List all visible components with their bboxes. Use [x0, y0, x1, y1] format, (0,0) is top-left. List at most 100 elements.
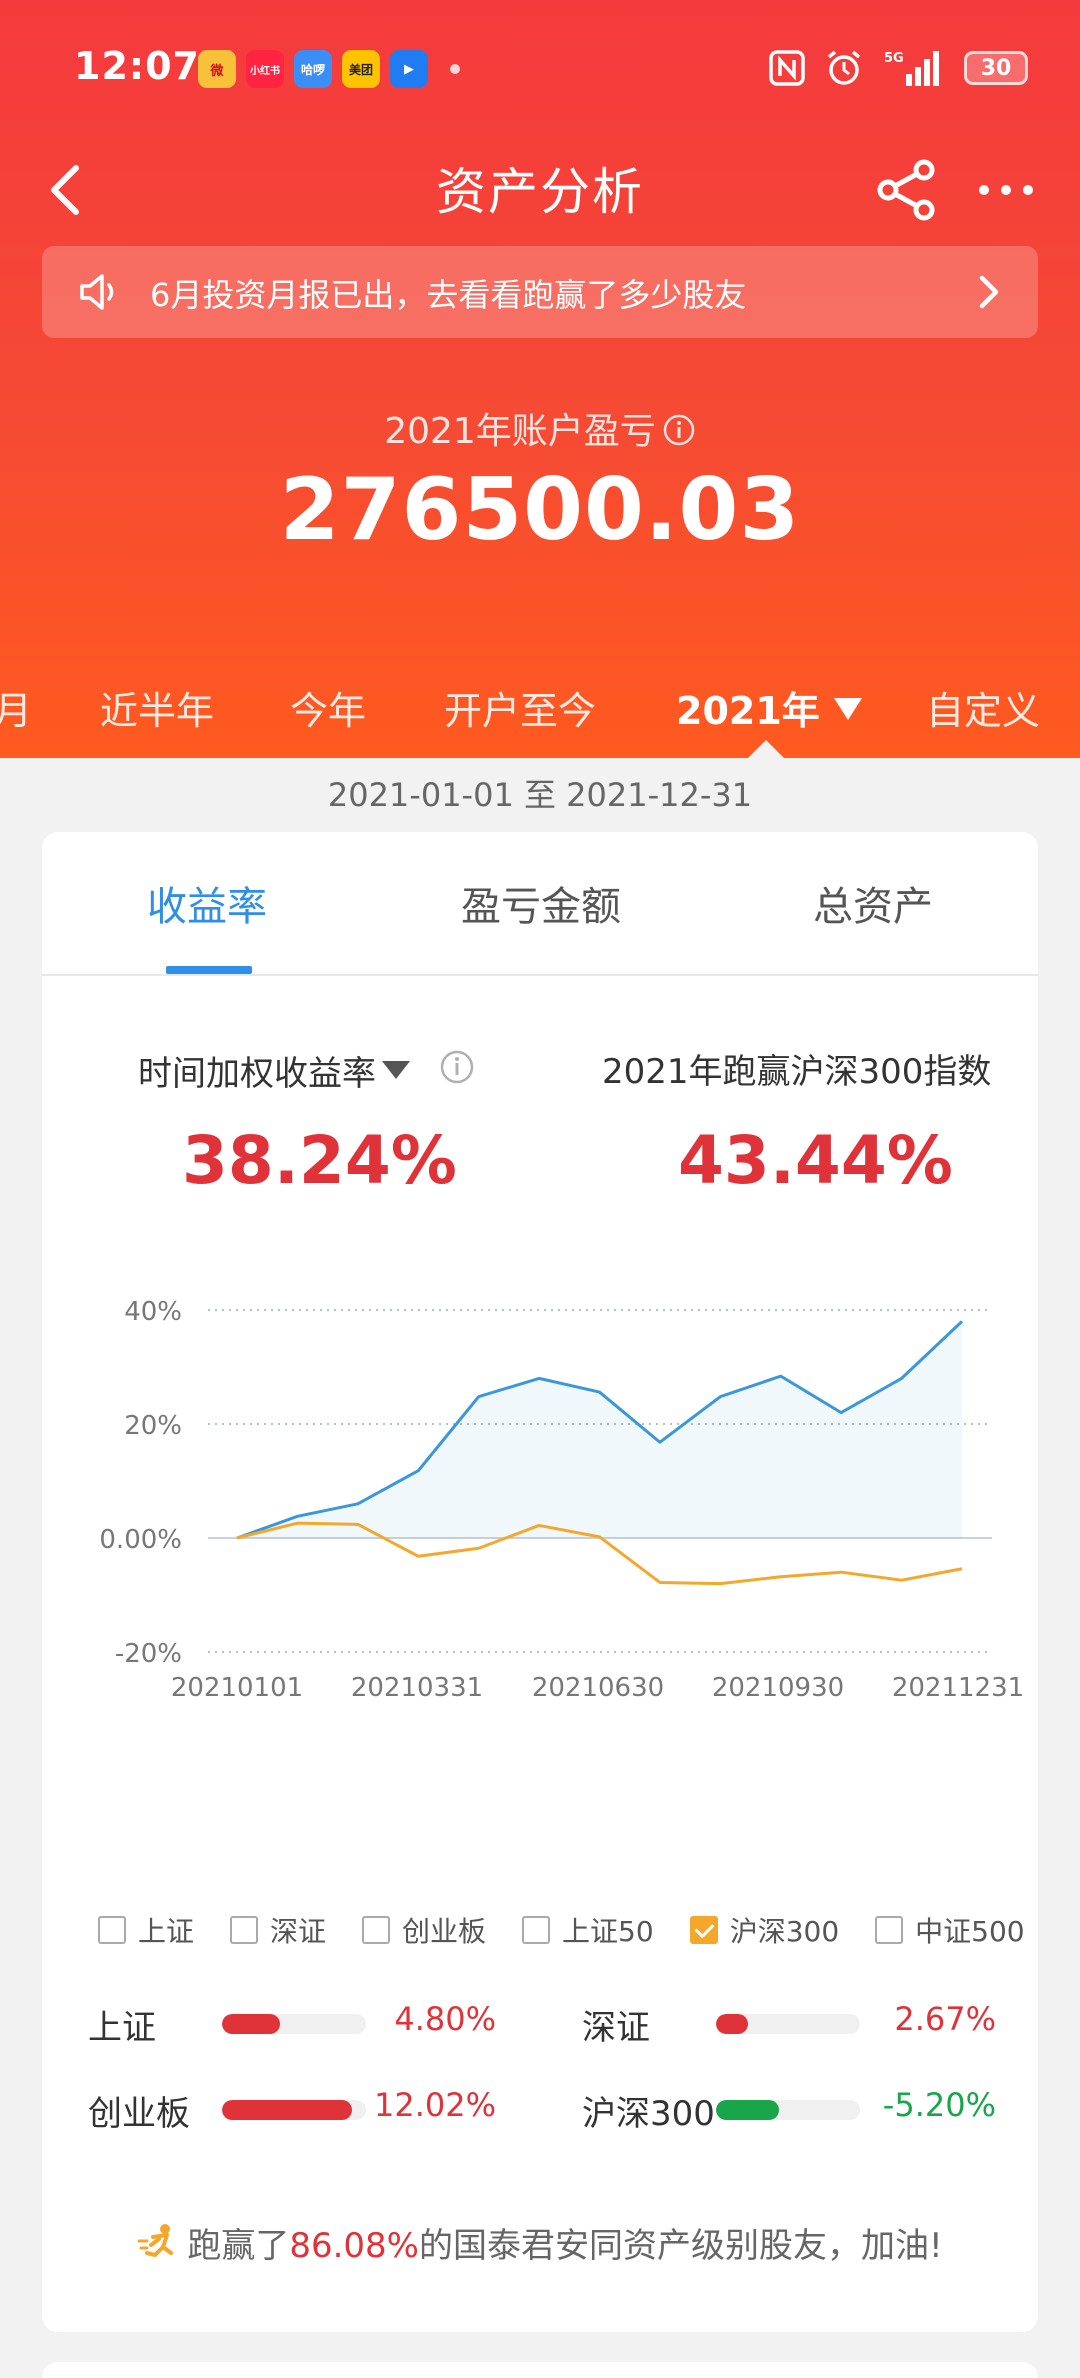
hello-app-icon: 哈啰	[294, 50, 332, 88]
index-value: 12.02%	[373, 2086, 496, 2124]
ranking-percent: 86.08%	[289, 2226, 419, 2266]
info-icon[interactable]	[438, 1048, 476, 1086]
y-tick-label: 40%	[124, 1297, 182, 1327]
banner-text: 6月投资月报已出，去看看跑赢了多少股友	[150, 276, 747, 314]
status-right: 5G 30	[768, 48, 1028, 88]
more-notifications-dot	[450, 64, 460, 74]
index-bar	[222, 2100, 366, 2120]
legend-item[interactable]: 创业板	[362, 1910, 486, 1950]
more-icon[interactable]	[970, 154, 1042, 226]
metric-tabs: 收益率 盈亏金额 总资产	[42, 832, 1038, 976]
period-tabs: 月 近半年 今年 开户至今 2021年 自定义	[0, 672, 1080, 742]
tab-month[interactable]: 月	[0, 689, 33, 733]
index-bar	[716, 2014, 860, 2034]
tab-this-year[interactable]: 今年	[290, 689, 367, 733]
battery-indicator: 30	[964, 51, 1028, 85]
share-icon[interactable]	[870, 154, 942, 226]
index-row-shanghai: 上证 4.80%	[88, 1992, 496, 2052]
index-name: 沪深300	[582, 2094, 715, 2134]
x-tick-label: 20210101	[171, 1673, 303, 1703]
beat-index-label: 2021年跑赢沪深300指数	[602, 1052, 992, 1092]
alarm-icon	[827, 50, 861, 85]
caret-down-icon	[833, 698, 862, 720]
x-tick-label: 20210331	[351, 1673, 483, 1703]
series-area-fill	[237, 1321, 962, 1538]
index-row-csi300: 沪深300 -5.20%	[582, 2078, 996, 2138]
tab-since-opening[interactable]: 开户至今	[444, 689, 597, 733]
index-bar-fill	[222, 2014, 280, 2034]
checkbox-icon[interactable]	[522, 1916, 551, 1944]
tab-profit-amount[interactable]: 盈亏金额	[461, 884, 621, 930]
weibo-icon: 微	[198, 50, 236, 88]
navbar: 资产分析	[0, 140, 1080, 240]
legend-label: 创业板	[402, 1915, 487, 1948]
back-arrow-icon[interactable]	[36, 158, 100, 222]
ranking-prefix: 跑赢了	[187, 2226, 290, 2266]
y-tick-label: 20%	[124, 1411, 182, 1441]
x-tick-label: 20210930	[712, 1673, 844, 1703]
checkbox-icon[interactable]	[230, 1916, 259, 1944]
xiaohongshu-icon: 小红书	[246, 50, 284, 88]
index-bar-fill	[222, 2100, 352, 2120]
index-name: 深证	[582, 2008, 650, 2048]
index-legend: 上证 深证 创业板 上证50 沪深300 中证500	[98, 1908, 1038, 1952]
checkbox-icon[interactable]	[98, 1916, 126, 1944]
legend-item[interactable]: 上证50	[522, 1910, 654, 1950]
y-tick-label: -20%	[115, 1639, 182, 1669]
index-bar	[716, 2100, 860, 2120]
legend-item[interactable]: 沪深300	[689, 1910, 840, 1950]
index-name: 创业板	[88, 2094, 190, 2134]
tab-total-assets[interactable]: 总资产	[813, 884, 933, 930]
index-bar-fill	[716, 2014, 748, 2034]
nfc-icon	[769, 50, 805, 86]
index-value: 4.80%	[394, 2000, 496, 2038]
checkbox-checked-icon[interactable]	[689, 1916, 718, 1944]
x-tick-label: 20210630	[532, 1673, 664, 1703]
index-bar	[222, 2014, 366, 2034]
network-type: 5G	[884, 51, 904, 66]
y-tick-label: 0.00%	[99, 1525, 182, 1555]
legend-label: 上证	[138, 1915, 195, 1948]
tab-return-rate[interactable]: 收益率	[147, 884, 267, 930]
index-name: 上证	[88, 2008, 156, 2048]
index-comparison: 上证 4.80% 深证 2.67% 创业板 12.02% 沪深300 -5.20…	[42, 1992, 1038, 2172]
status-bar: 12:07 微 小红书 哈啰 美团 ▶ 5G 30	[0, 0, 1080, 140]
ranking-suffix: 的国泰君安同资产级别股友，加油!	[419, 2226, 943, 2266]
active-tab-underline	[166, 966, 252, 974]
return-line-chart[interactable]: 40% 20% 0.00% -20% 20210101 20210331 20210630 2…	[42, 1272, 1038, 1712]
return-type-selector[interactable]: 时间加权收益率	[138, 1046, 410, 1095]
info-icon[interactable]	[662, 413, 696, 447]
status-app-icons: 微 小红书 哈啰 美团 ▶	[198, 50, 460, 88]
runner-icon	[137, 2224, 174, 2257]
index-value: -5.20%	[882, 2086, 996, 2124]
index-row-shenzhen: 深证 2.67%	[582, 1992, 996, 2052]
date-range: 2021-01-01 至 2021-12-31	[327, 776, 753, 814]
next-card	[42, 2362, 1038, 2378]
analysis-card: 收益率 盈亏金额 总资产 时间加权收益率 2021年跑赢沪深300指数 38.2…	[42, 832, 1038, 2332]
index-bar-fill	[716, 2100, 780, 2120]
meituan-icon: 美团	[342, 50, 380, 88]
tab-half-year[interactable]: 近半年	[100, 689, 215, 733]
profit-summary-label: 2021年账户盈亏	[0, 402, 1080, 454]
caret-down-icon	[382, 1061, 410, 1079]
legend-label: 中证500	[915, 1915, 1025, 1948]
signal-icon: 5G	[884, 51, 939, 86]
return-rate-value: 38.24%	[182, 1122, 457, 1199]
checkbox-icon[interactable]	[875, 1916, 904, 1944]
profit-value: 276500.03	[279, 460, 801, 560]
legend-item[interactable]: 上证	[98, 1910, 194, 1950]
status-time: 12:07	[74, 44, 200, 88]
index-value: 2.67%	[894, 2000, 996, 2038]
legend-label: 沪深300	[729, 1915, 840, 1948]
checkbox-icon[interactable]	[362, 1916, 391, 1944]
profit-label-text: 2021年账户盈亏	[384, 411, 656, 452]
legend-item[interactable]: 深证	[230, 1910, 326, 1950]
tab-2021-label: 2021年	[676, 689, 820, 733]
legend-item[interactable]: 中证500	[875, 1910, 1025, 1950]
monthly-report-banner[interactable]: 6月投资月报已出，去看看跑赢了多少股友	[42, 246, 1038, 338]
tab-2021[interactable]: 2021年	[676, 680, 862, 735]
ranking-message: 跑赢了86.08%的国泰君安同资产级别股友，加油!	[42, 2218, 1038, 2267]
beat-index-value: 43.44%	[678, 1122, 953, 1199]
tab-custom[interactable]: 自定义	[926, 689, 1041, 733]
chevron-right-icon	[979, 275, 999, 309]
